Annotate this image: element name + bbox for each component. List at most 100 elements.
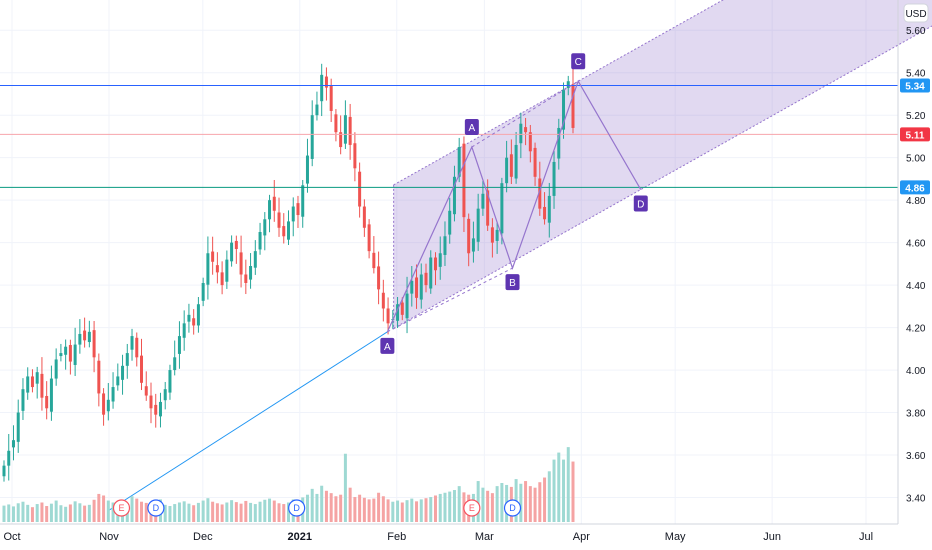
price-tick-label: 3.80	[906, 409, 926, 420]
candle-body	[377, 266, 381, 290]
grid	[0, 0, 898, 524]
candle-body	[462, 143, 466, 218]
candle-body	[21, 389, 25, 411]
parallel-channel[interactable]	[108, 0, 932, 511]
candle-body	[533, 147, 537, 177]
earnings-marker[interactable]	[463, 499, 481, 517]
candle-body	[135, 337, 139, 358]
volume-bar	[348, 487, 352, 522]
candle-body	[400, 302, 404, 315]
time-tick-label: Oct	[3, 531, 20, 543]
volume-bar	[258, 501, 262, 522]
horizontal-lines[interactable]: 5.34 5.11 4.86	[0, 78, 930, 195]
volume-bar	[452, 490, 456, 522]
candle-body	[244, 274, 248, 283]
volume-bar	[272, 500, 276, 522]
volume-bar	[339, 494, 343, 522]
channel-lower-line[interactable]	[393, 25, 932, 329]
price-axis[interactable]: 5.60 5.40 5.20 5.00 4.80 4.60 4.40 4.20 4.00 3.80…	[897, 0, 926, 524]
candle-body	[315, 104, 319, 116]
candle-body	[505, 157, 509, 184]
volume-bar	[253, 504, 257, 522]
volume-bar	[54, 500, 58, 522]
pattern-point-c[interactable]: C	[571, 53, 586, 70]
volume-bar	[305, 494, 309, 522]
volume-bar	[324, 490, 328, 522]
pattern-point-a[interactable]: A	[464, 119, 479, 136]
pattern-point-a[interactable]: A	[380, 337, 395, 354]
channel-upper-line[interactable]	[393, 0, 932, 186]
volume-bar	[457, 486, 461, 522]
candle-body	[296, 203, 300, 216]
candle-body	[92, 330, 96, 358]
candle-body	[305, 155, 309, 184]
candle-body	[59, 353, 63, 357]
pattern-point-label: C	[575, 57, 582, 68]
volume-bar	[16, 503, 20, 522]
currency-badge[interactable]: USD	[903, 3, 929, 23]
volume-bar	[244, 500, 248, 522]
abcd-pattern[interactable]: A A B C D	[380, 53, 648, 354]
price-tick-label: 3.40	[906, 494, 926, 505]
volume-bar	[206, 498, 210, 522]
candle-body	[87, 331, 91, 343]
dividend-marker[interactable]	[288, 499, 306, 517]
volume-bar	[7, 504, 11, 522]
volume-bar	[486, 490, 490, 522]
price-tick-label: 5.20	[906, 111, 926, 122]
time-tick-label: Dec	[193, 531, 213, 543]
candle-body	[343, 115, 347, 144]
candle-body	[410, 280, 414, 294]
candle-body	[543, 206, 547, 220]
volume-bar	[215, 503, 219, 522]
volume-bar	[97, 493, 101, 522]
volume-bar	[419, 499, 423, 522]
candle-body	[40, 373, 44, 398]
time-tick-label: Feb	[387, 531, 406, 543]
volume-bar	[68, 504, 72, 522]
volume-bar	[196, 502, 200, 522]
price-tick-label: 5.60	[906, 26, 926, 37]
candle-body	[514, 144, 518, 179]
pattern-point-b[interactable]: B	[505, 274, 520, 291]
dividend-marker[interactable]	[147, 499, 165, 517]
earnings-marker[interactable]	[112, 499, 131, 517]
volume-bar	[438, 493, 442, 522]
candle-body	[30, 376, 34, 388]
candle-body	[362, 206, 366, 228]
time-axis[interactable]: Oct Nov Dec 2021 Feb Mar Apr May Jun Jul	[0, 523, 898, 543]
volume-bar	[168, 506, 172, 522]
candle-body	[452, 176, 456, 215]
candle-body	[443, 236, 447, 255]
candle-body	[301, 185, 305, 217]
pattern-point-label: D	[637, 200, 644, 211]
trendline[interactable]	[108, 331, 388, 511]
candle-body	[272, 196, 276, 211]
pattern-point-d[interactable]: D	[633, 195, 648, 212]
volume-bar	[524, 481, 528, 522]
volume-bar	[163, 504, 167, 522]
candle-body	[547, 195, 551, 223]
volume-bar	[35, 504, 39, 522]
candle-body	[490, 227, 494, 243]
pattern-ac-base	[471, 80, 579, 148]
candle-body	[320, 74, 324, 102]
pattern-point-label: B	[509, 278, 516, 289]
dividend-marker[interactable]	[503, 499, 522, 517]
volume-bar	[106, 500, 110, 522]
candle-body	[239, 252, 243, 275]
pattern-point-box	[464, 119, 479, 136]
candle-body	[282, 226, 286, 237]
price-tick-label: 5.00	[906, 154, 926, 165]
volume-bar	[500, 483, 504, 522]
candle-body	[64, 346, 68, 355]
candle-body	[249, 266, 253, 280]
volume-bar	[2, 505, 6, 522]
candle-body	[220, 272, 224, 286]
pattern-point-box	[571, 53, 586, 70]
price-tick-label: 4.80	[906, 196, 926, 207]
